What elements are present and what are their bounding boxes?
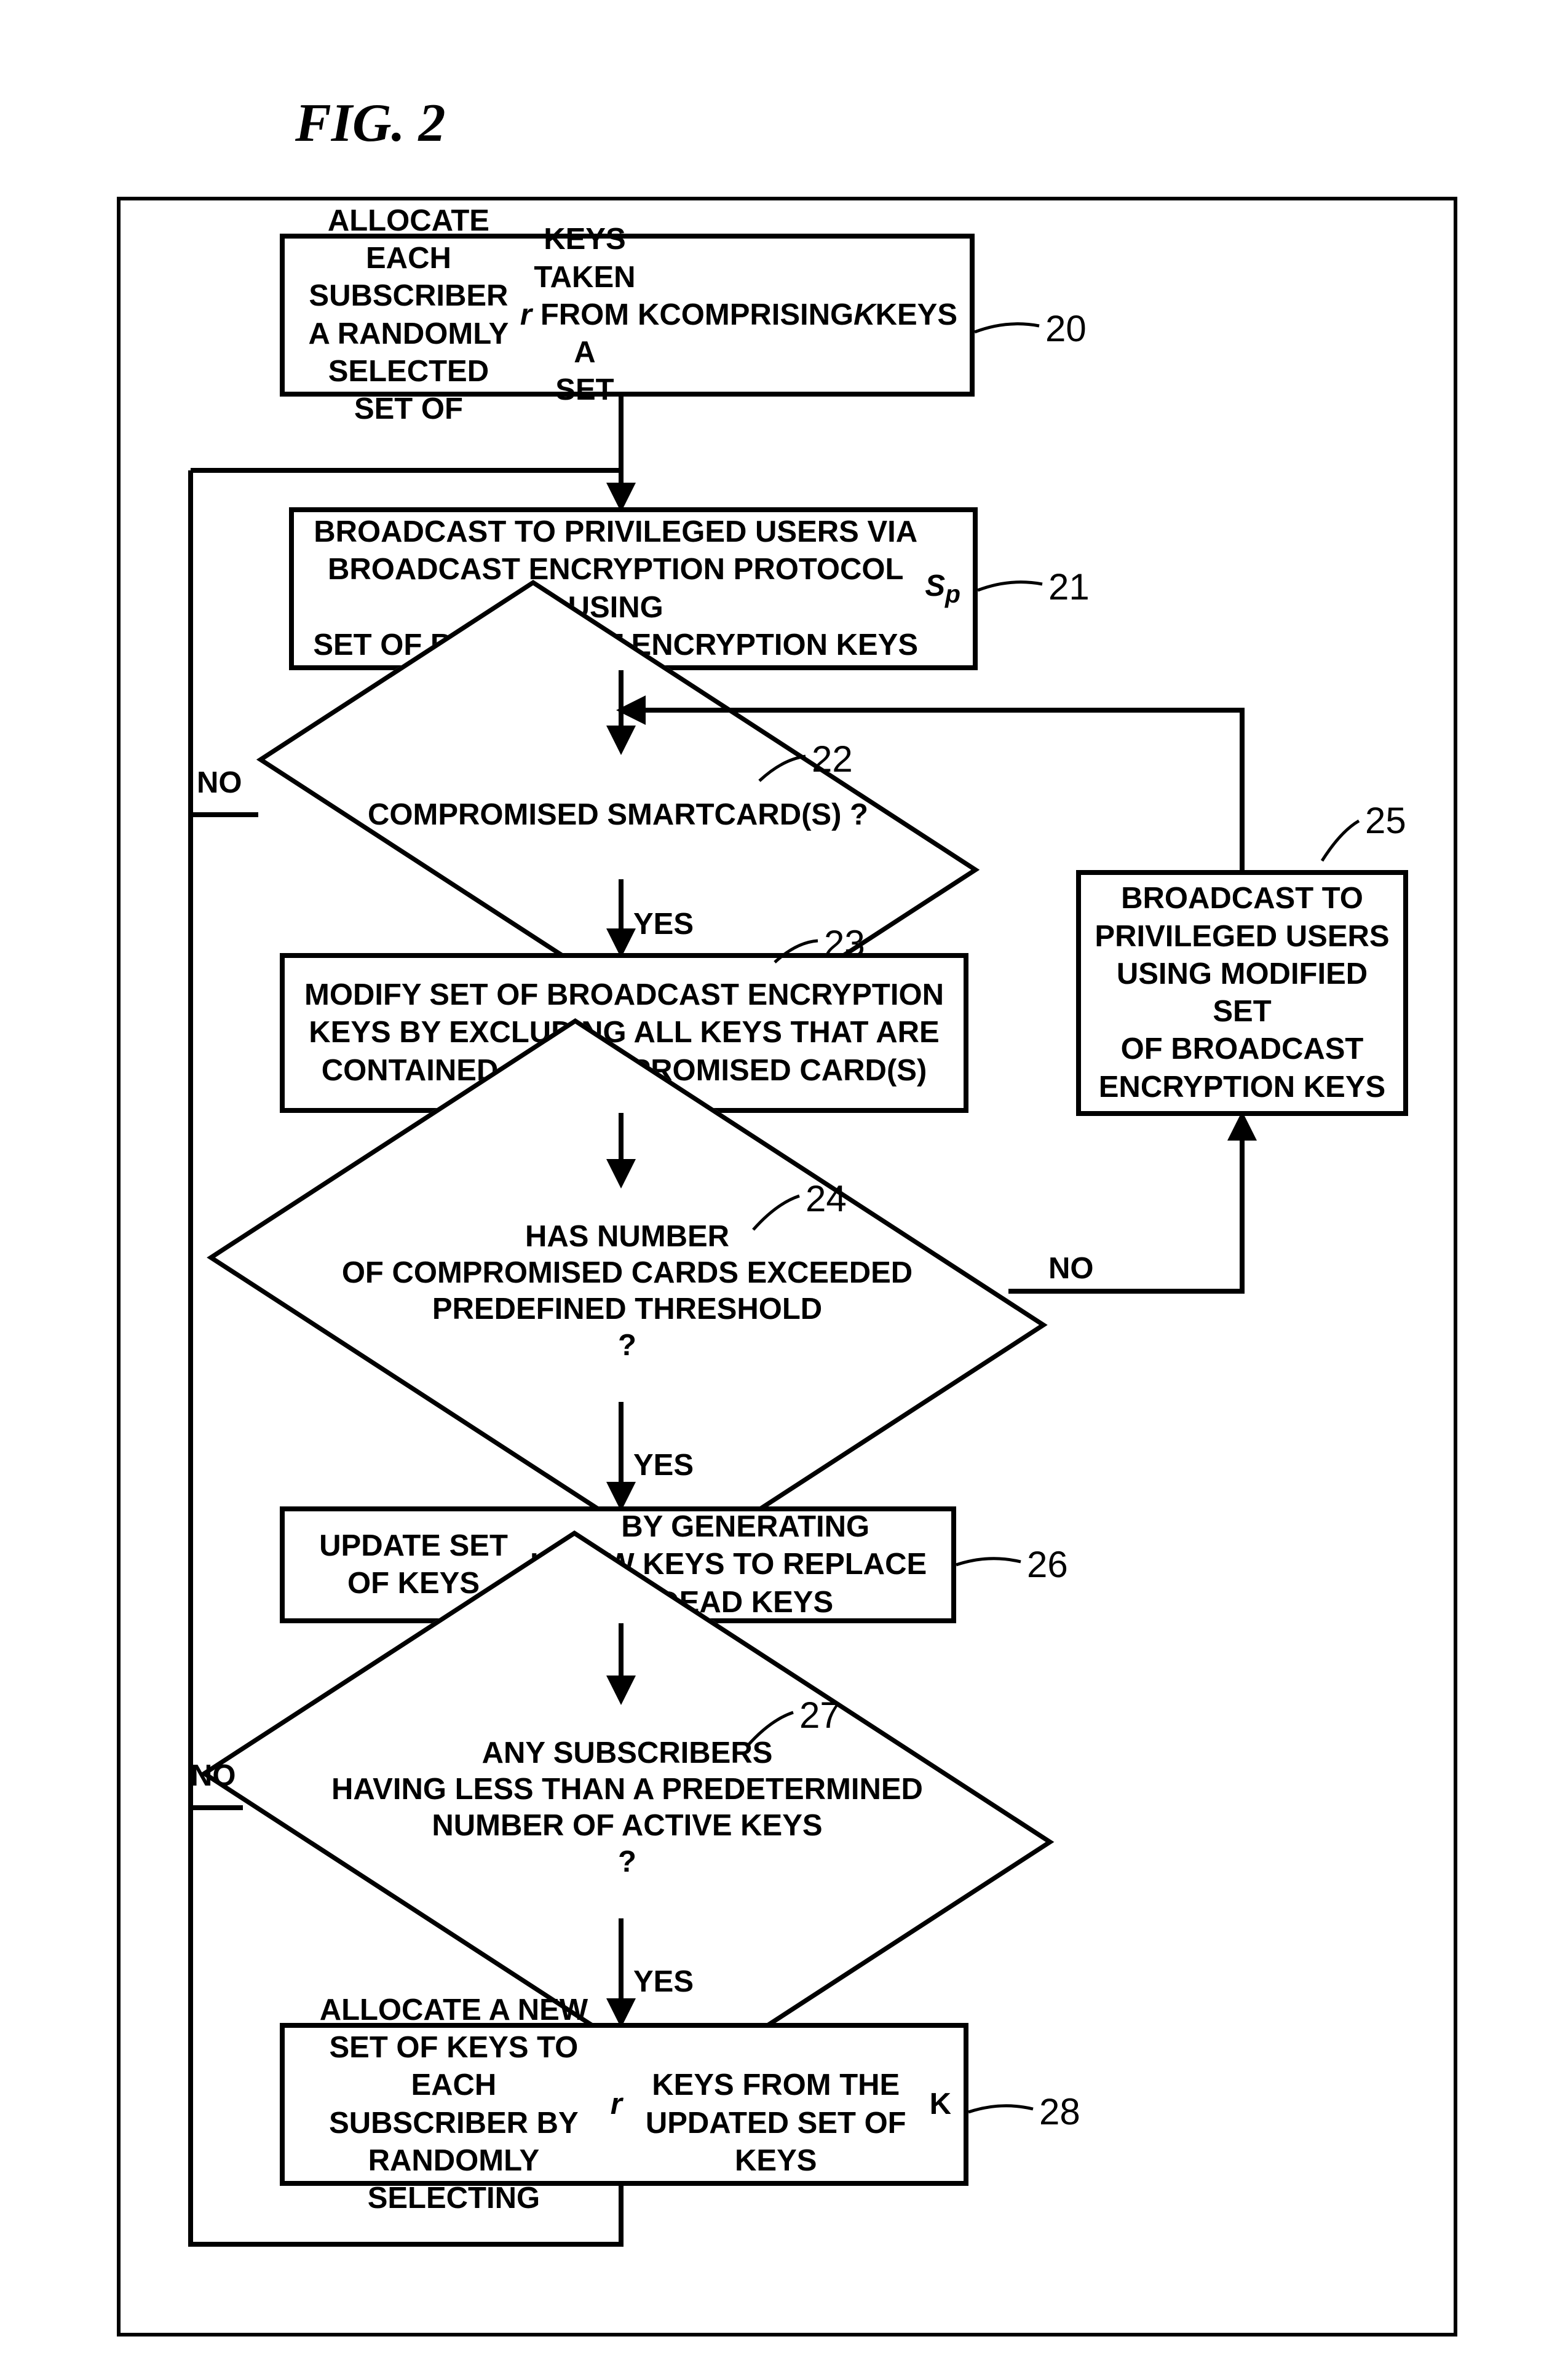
ref-label-21: 21: [1048, 566, 1090, 608]
decision-text-22: COMPROMISED SMARTCARD(S) ?: [246, 738, 990, 892]
process-box-25: BROADCAST TOPRIVILEGED USERSUSING MODIFI…: [1076, 870, 1408, 1116]
edge-label-e24-no: NO: [1048, 1251, 1094, 1286]
decision-diamond-22: COMPROMISED SMARTCARD(S) ?: [246, 738, 990, 892]
ref-label-20: 20: [1045, 307, 1087, 350]
edge-label-e24-yes: YES: [633, 1448, 694, 1482]
decision-text-24: HAS NUMBEROF COMPROMISED CARDS EXCEEDEDP…: [234, 1168, 1021, 1414]
process-box-28: ALLOCATE A NEW SET OF KEYS TO EACHSUBSCR…: [280, 2023, 968, 2186]
edge-label-e27-no: NO: [191, 1759, 236, 1793]
ref-label-22: 22: [812, 738, 853, 780]
ref-label-26: 26: [1027, 1543, 1068, 1586]
process-box-20: ALLOCATE EACH SUBSCRIBER A RANDOMLYSELEC…: [280, 234, 975, 397]
ref-label-24: 24: [806, 1177, 847, 1220]
edge-label-e22-yes: YES: [633, 907, 694, 941]
edge-label-e27-yes: YES: [633, 1964, 694, 1999]
decision-diamond-24: HAS NUMBEROF COMPROMISED CARDS EXCEEDEDP…: [234, 1168, 1021, 1414]
figure-title: FIG. 2: [295, 92, 446, 154]
ref-label-27: 27: [799, 1694, 841, 1736]
ref-label-25: 25: [1365, 799, 1406, 842]
edge-label-e22-no: NO: [197, 766, 242, 800]
ref-label-28: 28: [1039, 2091, 1080, 2133]
ref-label-23: 23: [824, 922, 865, 965]
decision-text-27: ANY SUBSCRIBERSHAVING LESS THAN A PREDET…: [228, 1685, 1027, 1931]
decision-diamond-27: ANY SUBSCRIBERSHAVING LESS THAN A PREDET…: [228, 1685, 1027, 1931]
